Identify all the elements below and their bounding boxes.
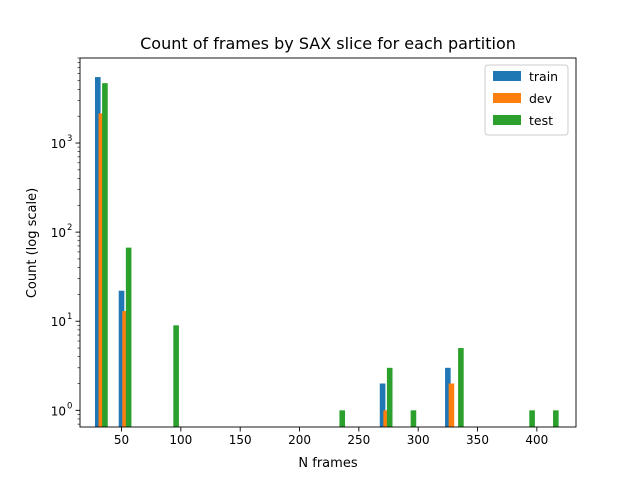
bar-dev-1	[122, 311, 128, 427]
bar-test-0	[102, 83, 108, 427]
plot-frame	[79, 57, 577, 428]
legend-label-dev: dev	[529, 91, 553, 106]
x-tick-label: 200	[288, 433, 311, 447]
bar-test-5	[410, 410, 417, 427]
bar-train-3	[445, 367, 451, 427]
x-tick-label: 100	[169, 433, 192, 447]
bar-train-2	[379, 383, 386, 427]
y-tick-exponent: 1	[67, 312, 72, 322]
bar-dev-3	[448, 383, 455, 427]
bar-test-2	[173, 325, 179, 427]
bar-test-8	[553, 410, 559, 427]
x-tick-label: 400	[525, 433, 548, 447]
x-tick-label: 50	[114, 433, 129, 447]
legend: train dev test	[484, 64, 569, 136]
y-tick-exponent: 3	[67, 134, 72, 144]
y-axis-label: Count (log scale)	[25, 188, 40, 298]
y-tick-label: 10	[51, 315, 66, 329]
bar-test-4	[386, 367, 393, 427]
bar-dev-2	[383, 410, 389, 427]
y-tick-label: 10	[51, 226, 66, 240]
legend-label-train: train	[529, 69, 558, 84]
bars-layer	[95, 77, 559, 428]
bar-train-1	[118, 290, 125, 427]
bar-dev-0	[98, 113, 105, 428]
legend-swatch-train	[493, 71, 521, 81]
y-tick-label: 10	[51, 404, 66, 418]
bar-test-1	[125, 247, 132, 427]
legend-swatch-test	[493, 115, 521, 125]
x-axis-label: N frames	[298, 456, 357, 471]
x-tick-label: 300	[407, 433, 430, 447]
bar-test-6	[458, 348, 464, 427]
legend-swatch-dev	[493, 93, 521, 103]
y-tick-exponent: 0	[67, 401, 72, 411]
chart-title: Count of frames by SAX slice for each pa…	[140, 34, 516, 53]
x-tick-label: 250	[347, 433, 370, 447]
y-tick-exponent: 2	[67, 223, 72, 233]
legend-label-test: test	[529, 113, 553, 128]
y-tick-label: 10	[51, 137, 66, 151]
bar-train-0	[95, 77, 101, 427]
x-tick-label: 350	[466, 433, 489, 447]
bar-test-7	[529, 410, 535, 427]
bar-test-3	[339, 410, 346, 427]
x-tick-label: 150	[229, 433, 252, 447]
